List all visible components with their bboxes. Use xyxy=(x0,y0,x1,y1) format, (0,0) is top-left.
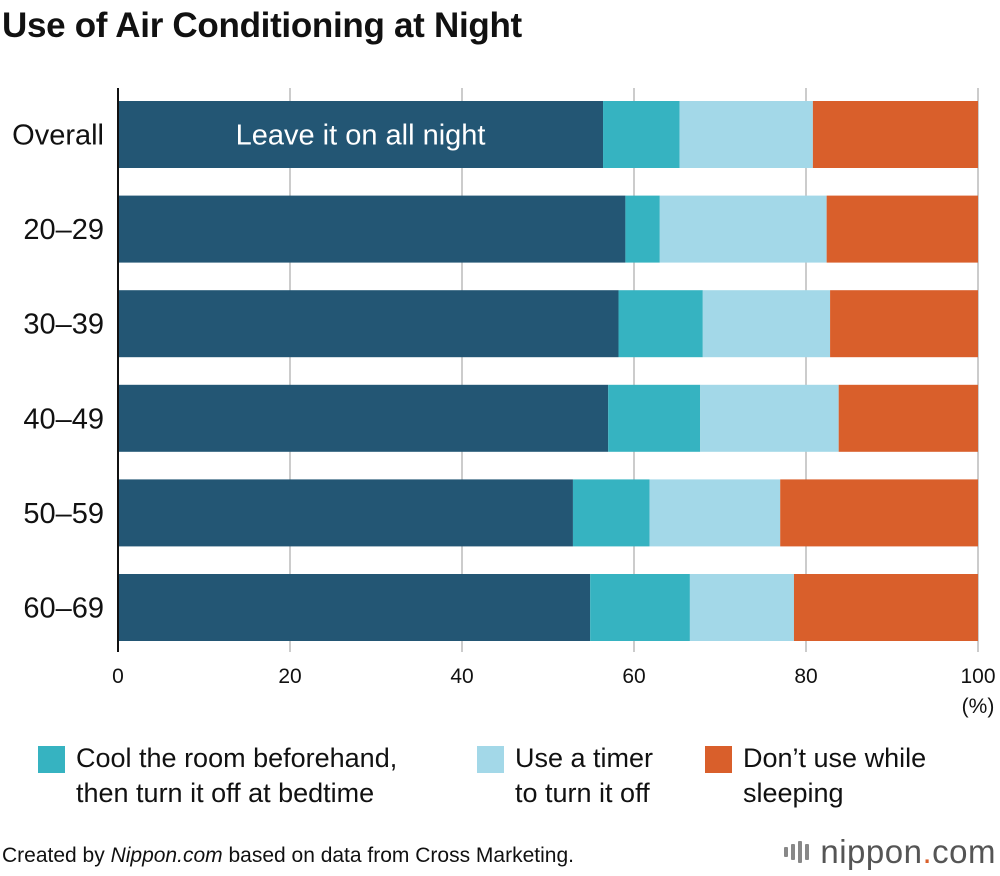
category-label-0: Overall xyxy=(12,120,104,152)
legend-label-cool-before: Cool the room beforehand, then turn it o… xyxy=(76,743,398,808)
labels: Overall 20–29 30–39 40–49 50–59 60–69 Leave it… xyxy=(12,120,485,625)
legend: Cool the room beforehand, then turn it o… xyxy=(0,741,1000,811)
legend-item-dont-use: Don’t use while sleeping xyxy=(705,741,926,811)
bar-cool-before-1 xyxy=(625,195,660,263)
legend-swatch-dont-use xyxy=(705,746,732,773)
bar-timer-2 xyxy=(702,290,831,358)
x-tick-label-40: 40 xyxy=(450,665,473,688)
x-tick-label-20: 20 xyxy=(278,665,301,688)
logo-dot: . xyxy=(922,833,933,870)
bar-timer-1 xyxy=(659,195,827,263)
x-tick-label-100: 100 xyxy=(960,665,995,688)
x-tick-label-0: 0 xyxy=(112,665,124,688)
bar-cool-before-4 xyxy=(572,479,650,547)
bar-dont-use-2 xyxy=(830,290,978,358)
source-name: Nippon.com xyxy=(110,844,223,867)
bar-leave-on-0 xyxy=(118,101,604,168)
category-label-1: 20–29 xyxy=(23,214,104,246)
x-unit-label: (%) xyxy=(962,695,995,718)
bar-cool-before-0 xyxy=(603,101,680,168)
chart-title: Use of Air Conditioning at Night xyxy=(2,6,522,45)
category-label-3: 40–49 xyxy=(23,403,104,435)
logo-bars-icon xyxy=(784,841,812,863)
bar-timer-5 xyxy=(689,574,794,641)
category-label-2: 30–39 xyxy=(23,309,104,341)
bar-leave-on-5 xyxy=(118,574,591,641)
bar-dont-use-0 xyxy=(812,101,978,168)
x-tick-label-60: 60 xyxy=(622,665,645,688)
bar-leave-on-1 xyxy=(118,195,626,263)
bar-timer-4 xyxy=(649,479,781,547)
bar-dont-use-1 xyxy=(826,195,978,263)
source-suffix: based on data from Cross Marketing. xyxy=(222,844,574,867)
bar-cool-before-3 xyxy=(608,384,701,452)
nippon-logo: nippon. com xyxy=(784,832,996,872)
bar-dont-use-5 xyxy=(793,574,978,641)
inline-series-label: Leave it on all night xyxy=(236,120,486,152)
x-tick-label-80: 80 xyxy=(794,665,817,688)
category-label-5: 60–69 xyxy=(23,593,104,625)
legend-item-timer: Use a timer to turn it off xyxy=(477,741,653,811)
grid-lines xyxy=(117,88,979,652)
source-prefix: Created by xyxy=(2,844,111,867)
legend-swatch-cool-before xyxy=(38,746,65,773)
bar-cool-before-5 xyxy=(590,574,690,641)
legend-label-dont-use: Don’t use while sleeping xyxy=(743,743,927,808)
logo-tld: com xyxy=(932,833,996,870)
bar-timer-3 xyxy=(700,384,839,452)
axis: 0 20 40 60 80 100 (%) xyxy=(112,88,996,718)
bar-dont-use-4 xyxy=(780,479,978,547)
bar-dont-use-3 xyxy=(838,384,978,452)
bar-timer-0 xyxy=(679,101,813,168)
bar-leave-on-3 xyxy=(118,384,609,452)
legend-label-timer: Use a timer to turn it off xyxy=(515,743,654,808)
bar-leave-on-4 xyxy=(118,479,573,547)
bars xyxy=(118,101,978,641)
logo-name: nippon xyxy=(820,833,923,870)
legend-item-cool-before: Cool the room beforehand, then turn it o… xyxy=(38,741,397,811)
source-note: Created by Nippon.com based on data from… xyxy=(2,842,574,870)
bar-cool-before-2 xyxy=(618,290,703,358)
bar-leave-on-2 xyxy=(118,290,619,358)
stacked-bar-chart: 0 20 40 60 80 100 (%) Overall 20–29 30–39 40–49 50… xyxy=(12,88,996,718)
legend-swatch-timer xyxy=(477,746,504,773)
category-label-4: 50–59 xyxy=(23,498,104,530)
